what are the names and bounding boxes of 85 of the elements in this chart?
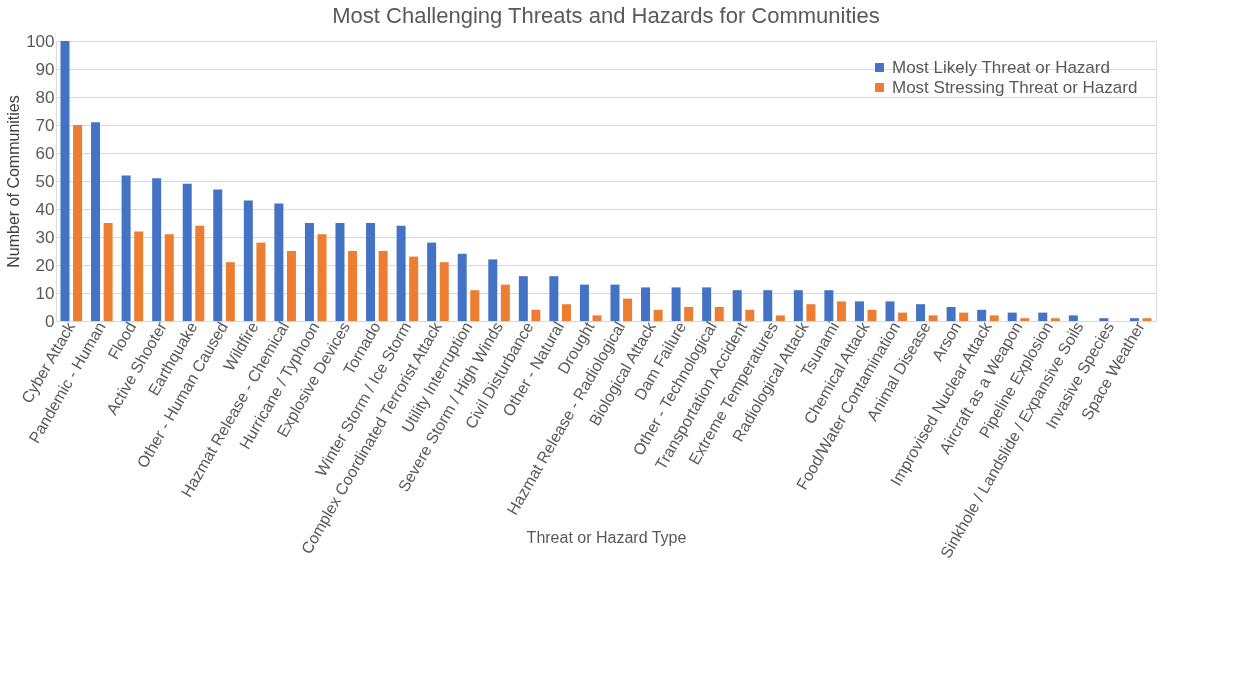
bar	[1020, 318, 1030, 321]
bar	[396, 225, 406, 321]
bar	[561, 304, 571, 321]
bar	[195, 225, 205, 321]
bar	[91, 122, 101, 321]
bar	[256, 242, 266, 321]
bar	[623, 298, 633, 321]
y-axis-title: Number of Communities	[5, 95, 23, 268]
bar	[457, 253, 467, 321]
y-tick-label: 80	[35, 87, 55, 107]
bar	[286, 251, 296, 321]
bar	[182, 183, 192, 321]
bar	[317, 234, 327, 321]
bar	[714, 307, 724, 321]
bar	[702, 287, 712, 321]
bar	[775, 315, 785, 321]
bar	[531, 309, 541, 321]
bar	[989, 315, 999, 321]
bar	[946, 307, 956, 321]
bar	[1007, 312, 1017, 321]
legend-label: Most Likely Threat or Hazard	[892, 57, 1110, 77]
bar	[1050, 318, 1060, 321]
bar	[488, 259, 498, 321]
y-tick-label: 100	[26, 31, 55, 51]
bar	[854, 301, 864, 321]
bar	[732, 290, 742, 321]
bar	[73, 125, 83, 321]
bar	[885, 301, 895, 321]
bar	[1099, 318, 1109, 321]
bar	[793, 290, 803, 321]
bar	[470, 290, 480, 321]
x-axis-title: Threat or Hazard Type	[526, 528, 687, 546]
bar	[867, 309, 877, 321]
bar	[213, 189, 223, 321]
bar	[103, 223, 113, 321]
bar	[684, 307, 694, 321]
bar	[1068, 315, 1078, 321]
legend-label: Most Stressing Threat or Hazard	[892, 77, 1138, 97]
bar	[518, 276, 528, 321]
bar	[409, 256, 419, 321]
bar	[641, 287, 651, 321]
bar	[653, 309, 663, 321]
bar	[366, 223, 376, 321]
bar	[225, 262, 235, 321]
bar	[348, 251, 358, 321]
bar	[60, 41, 70, 321]
bar	[977, 309, 987, 321]
bar	[439, 262, 449, 321]
bar	[121, 175, 131, 321]
bar	[824, 290, 834, 321]
bar	[1142, 318, 1152, 321]
y-tick-label: 10	[35, 283, 55, 303]
bar	[806, 304, 816, 321]
bar	[500, 284, 510, 321]
y-tick-label: 70	[35, 115, 55, 135]
bar	[549, 276, 559, 321]
bar	[243, 200, 253, 321]
bar	[274, 203, 284, 321]
bar	[898, 312, 908, 321]
bar	[916, 304, 926, 321]
y-tick-label: 20	[35, 255, 55, 275]
y-tick-label: 40	[35, 199, 55, 219]
chart-title: Most Challenging Threats and Hazards for Communities	[332, 3, 880, 28]
bar	[836, 301, 846, 321]
y-tick-label: 60	[35, 143, 55, 163]
bar	[579, 284, 589, 321]
bar	[335, 223, 345, 321]
y-tick-label: 90	[35, 59, 55, 79]
bar	[427, 242, 437, 321]
bar	[152, 178, 162, 321]
bar	[378, 251, 388, 321]
bar	[1129, 318, 1139, 321]
bar	[610, 284, 620, 321]
y-tick-label: 30	[35, 227, 55, 247]
bar	[763, 290, 773, 321]
bar	[928, 315, 938, 321]
bar	[959, 312, 969, 321]
bar	[164, 234, 174, 321]
bar	[745, 309, 755, 321]
bar	[304, 223, 314, 321]
bar	[1038, 312, 1048, 321]
bar	[671, 287, 681, 321]
bar	[592, 315, 602, 321]
bar	[134, 231, 144, 321]
y-tick-label: 50	[35, 171, 55, 191]
